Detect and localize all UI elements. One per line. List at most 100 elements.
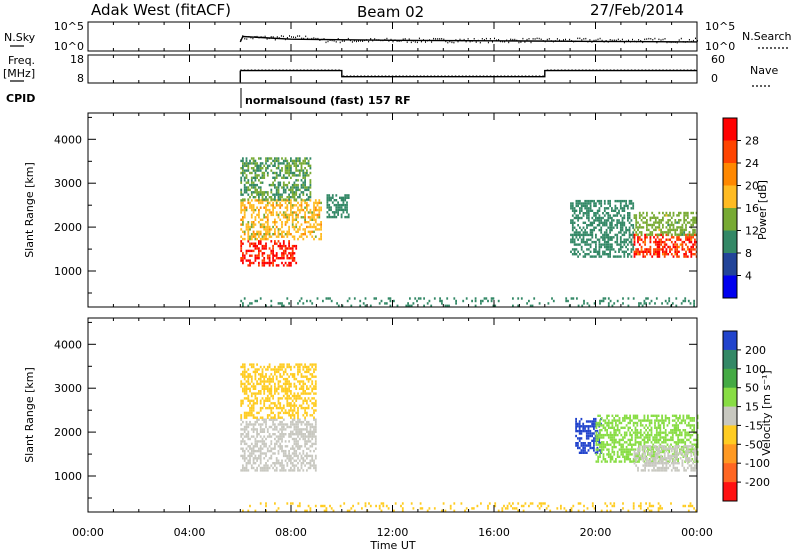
data-cell [580, 228, 583, 232]
data-cell [320, 206, 322, 209]
data-cell [306, 457, 308, 460]
data-cell [240, 365, 243, 369]
data-cell [600, 243, 603, 246]
data-cell [254, 445, 257, 448]
data-cell [286, 218, 289, 221]
nsky-noise-point [518, 41, 520, 44]
data-cell [259, 169, 262, 172]
data-cell [674, 233, 677, 236]
data-cell [284, 191, 287, 194]
data-cell [245, 159, 248, 163]
data-cell [687, 448, 690, 451]
data-cell [254, 162, 257, 165]
data-cell [628, 253, 631, 256]
data-cell [577, 444, 579, 447]
data-cell [266, 365, 269, 369]
data-cell [272, 428, 274, 431]
data-cell [696, 417, 699, 420]
data-cell [274, 445, 276, 448]
data-cell [389, 299, 392, 303]
data-cell [311, 382, 314, 386]
data-cell [656, 216, 659, 219]
data-cell [684, 297, 687, 300]
freq-tick-bottom: 8 [77, 72, 84, 85]
data-cell [593, 214, 595, 217]
data-cell [291, 437, 294, 441]
data-cell [249, 363, 251, 366]
data-cell [291, 433, 294, 436]
data-cell [605, 236, 608, 239]
data-cell [593, 507, 596, 510]
data-cell [240, 259, 243, 262]
data-cell [288, 409, 290, 412]
data-cell [578, 432, 581, 435]
data-cell [600, 231, 603, 234]
data-cell [587, 224, 590, 227]
data-cell [628, 233, 631, 237]
data-cell [602, 436, 605, 439]
data-cell [291, 464, 294, 467]
data-cell [648, 509, 651, 512]
data-cell [681, 462, 684, 465]
data-cell [254, 385, 257, 388]
data-cell [274, 157, 276, 160]
data-cell [520, 297, 523, 300]
data-cell [605, 240, 608, 244]
data-cell [580, 417, 583, 421]
data-cell [636, 433, 639, 437]
data-cell [259, 206, 262, 209]
data-cell [249, 204, 251, 207]
nsky-noise-point [362, 40, 364, 42]
data-cell [655, 433, 658, 437]
data-cell [275, 370, 278, 374]
data-cell [297, 466, 299, 470]
data-cell [311, 464, 314, 467]
data-cell [302, 365, 305, 369]
data-cell [288, 411, 290, 415]
data-cell [288, 457, 290, 460]
nsky-noise-point [595, 39, 597, 41]
nsky-noise-point [414, 41, 416, 43]
data-cell [616, 212, 619, 215]
data-cell [665, 457, 668, 460]
nsky-noise-point [439, 38, 441, 40]
data-cell [540, 502, 543, 505]
data-cell [636, 414, 639, 417]
data-cell [240, 159, 243, 163]
station-title: Adak West (fitACF) [91, 1, 231, 19]
data-cell [589, 204, 592, 208]
data-cell [242, 252, 244, 255]
data-cell [593, 228, 595, 232]
data-cell [465, 507, 468, 510]
data-cell [274, 462, 276, 465]
data-cell [259, 176, 262, 179]
data-cell [250, 254, 253, 257]
data-cell [313, 201, 315, 205]
data-cell [696, 460, 699, 463]
data-cell [686, 431, 688, 434]
data-cell [344, 203, 347, 207]
y-tick-label: 4000 [54, 338, 82, 351]
data-cell [314, 454, 317, 458]
power-colorbar-label: Power [dB] [756, 180, 769, 240]
data-cell [587, 207, 590, 210]
nsky-noise-point [291, 36, 292, 38]
data-cell [663, 424, 665, 427]
data-cell [607, 253, 610, 256]
data-cell [570, 507, 573, 510]
nsky-noise-point [686, 41, 688, 43]
data-cell [677, 458, 679, 461]
data-cell [579, 202, 581, 205]
data-cell [268, 387, 271, 390]
data-cell [582, 221, 585, 224]
data-cell [249, 390, 251, 393]
data-cell [571, 202, 574, 205]
data-cell [650, 429, 653, 432]
data-cell [692, 245, 694, 249]
data-cell [602, 458, 605, 461]
data-cell [311, 235, 314, 238]
data-cell [692, 219, 694, 222]
data-cell [247, 411, 250, 415]
data-cell [286, 208, 289, 212]
data-cell [306, 235, 308, 238]
